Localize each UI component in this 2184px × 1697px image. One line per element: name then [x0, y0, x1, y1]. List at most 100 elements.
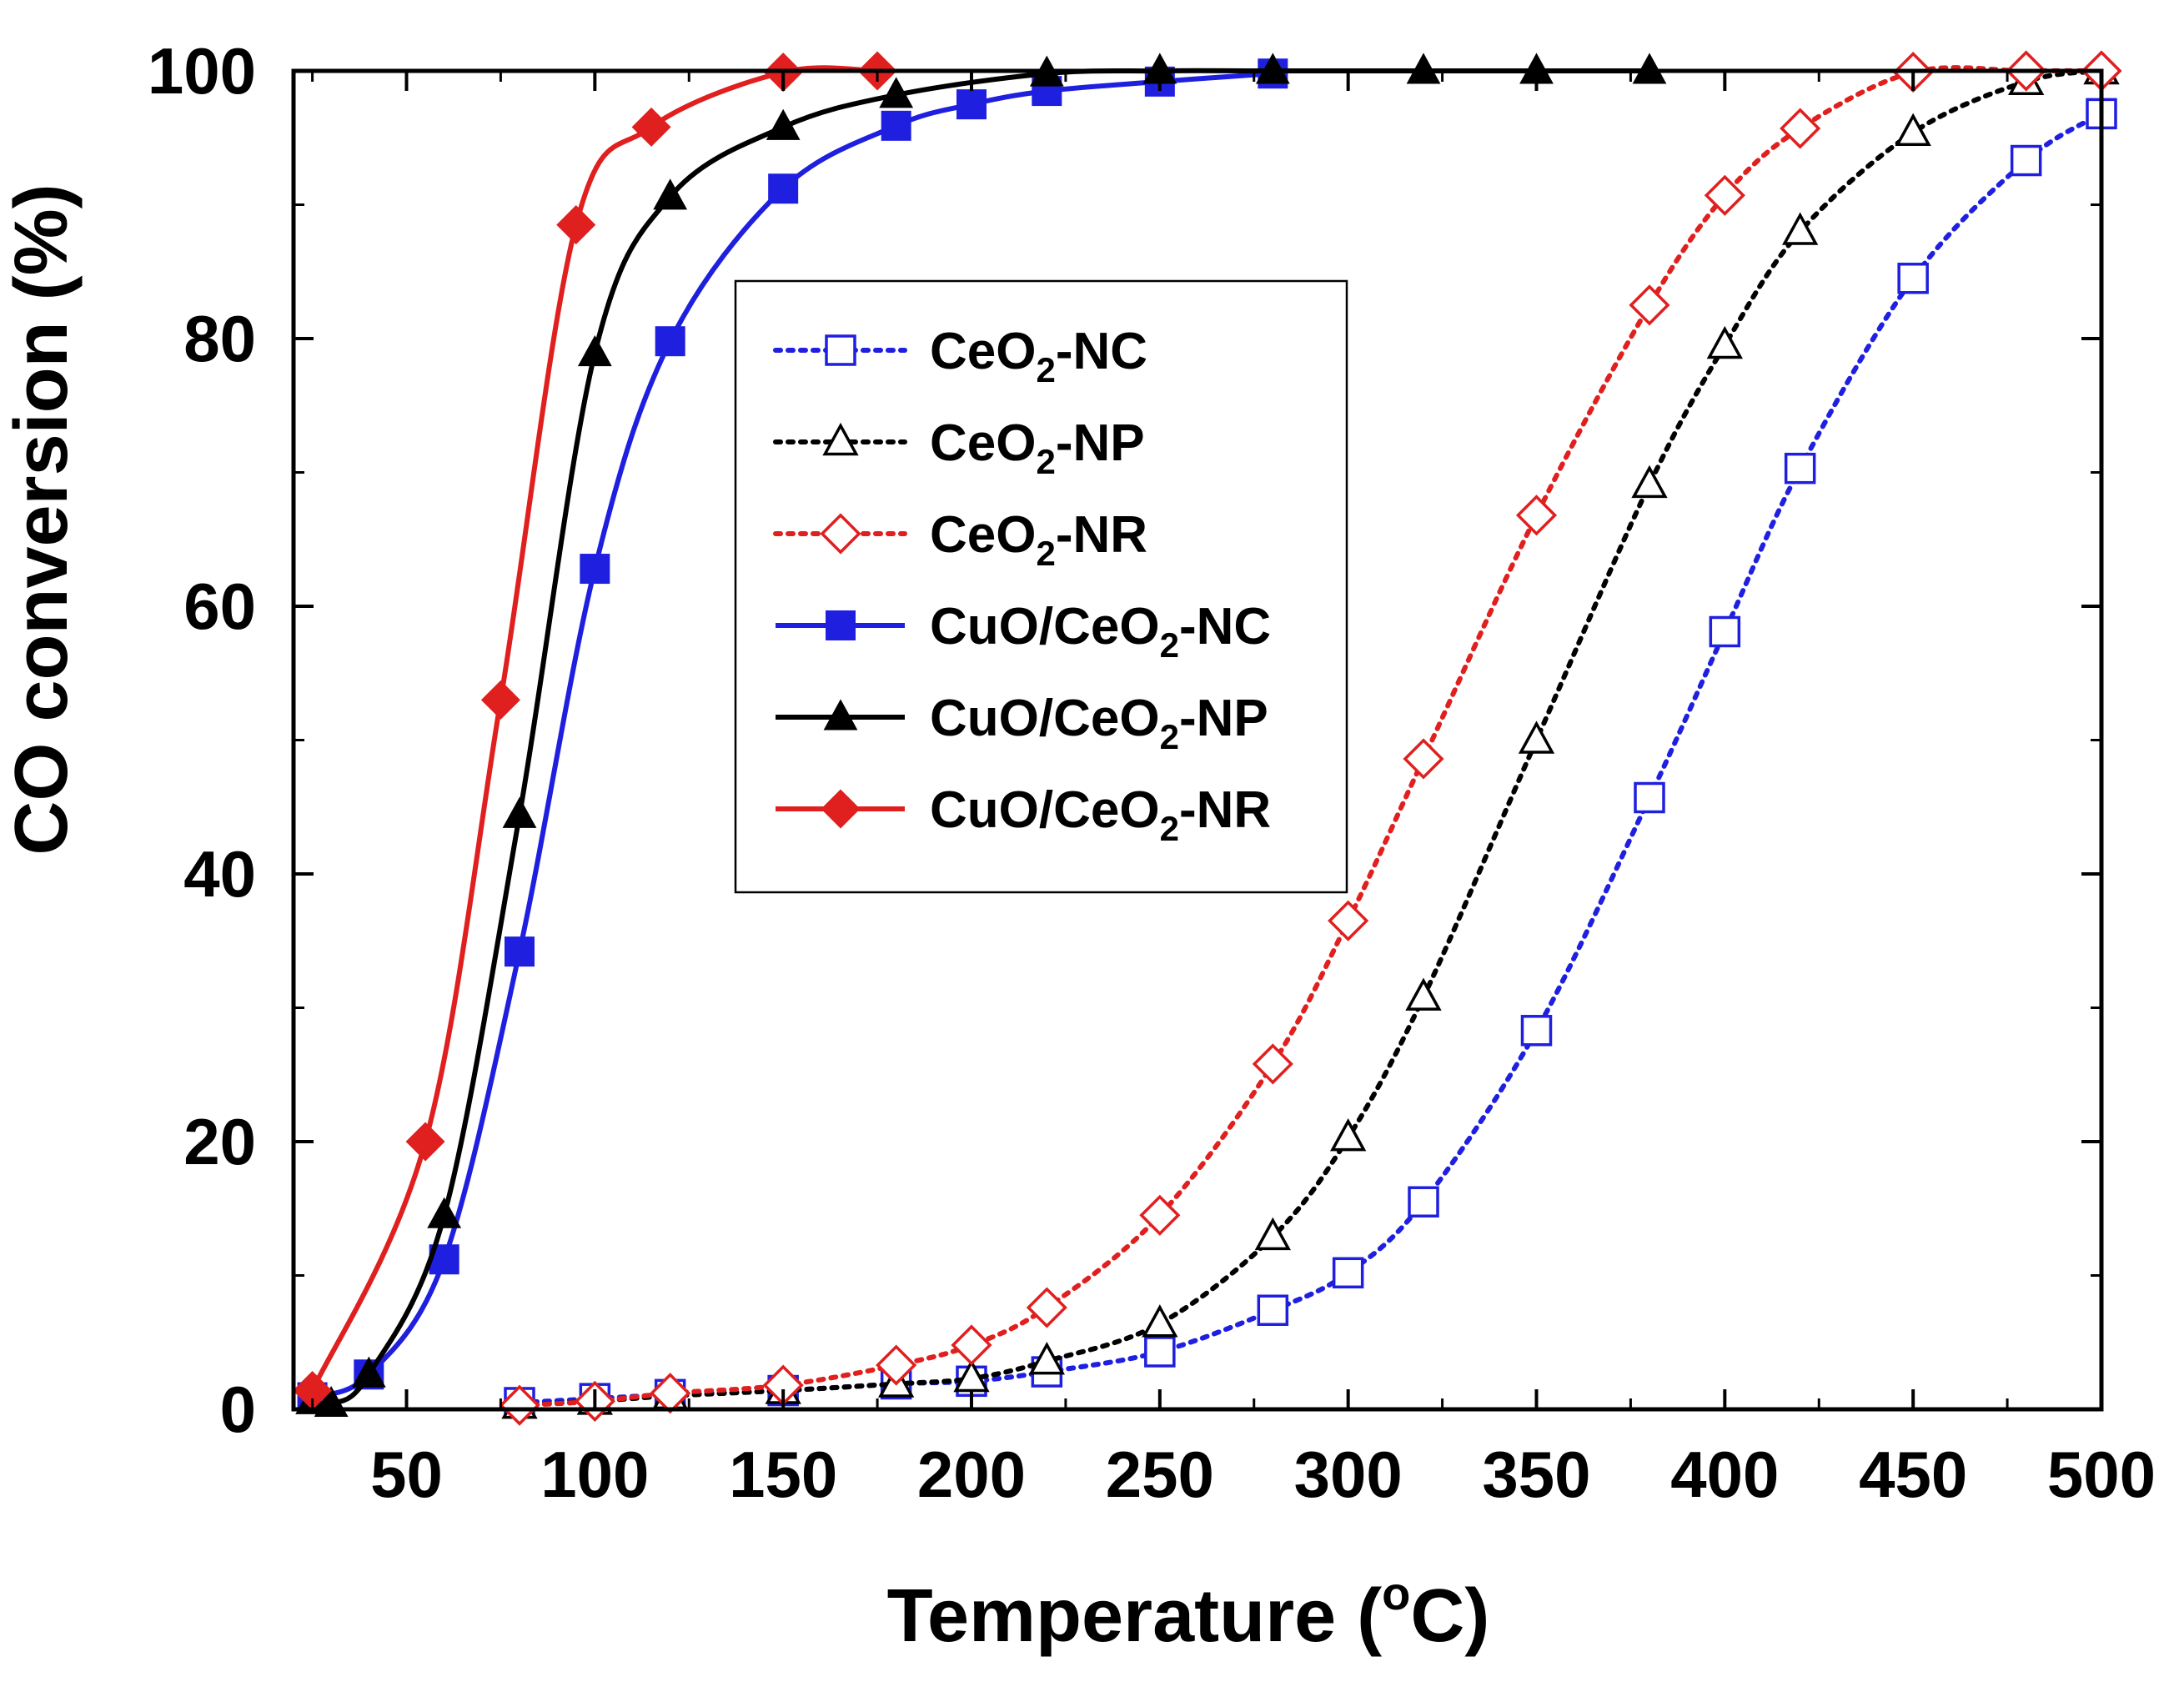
legend-label-cuo-ceo2-nr: CuO/CeO2-NR [930, 781, 1271, 848]
legend-box [734, 279, 1348, 894]
data-point-cuo-ceo2-nc [580, 554, 610, 585]
data-point-ceo2-nr [1403, 738, 1444, 780]
legend-marker-ceo2-nr [820, 513, 861, 555]
data-point-ceo2-nr [1328, 900, 1369, 941]
y-tick-label: 20 [183, 1105, 256, 1178]
data-point-ceo2-nc [2010, 144, 2042, 177]
data-point-cuo-ceo2-nc [881, 110, 911, 141]
y-tick-label: 80 [183, 302, 256, 375]
legend-item-cuo-ceo2-np: CuO/CeO2-NP [776, 690, 1268, 756]
data-point-ceo2-nr [876, 1344, 917, 1386]
data-point-cuo-ceo2-np [577, 335, 612, 367]
legend-marker-cuo-ceo2-nr [821, 789, 861, 829]
data-point-cuo-ceo2-np [879, 77, 914, 108]
legend-label-tail: -NR [1056, 506, 1147, 564]
legend-label-tail: -NR [1179, 781, 1271, 839]
data-point-ceo2-nc [1634, 781, 1665, 814]
legend-item-ceo2-nc: CeO2-NC [773, 323, 1147, 389]
legend-label-cuo-ceo2-np: CuO/CeO2-NP [930, 690, 1268, 756]
legend-label-main: CeO [930, 506, 1036, 564]
legend-label-subscript: 2 [1160, 809, 1179, 848]
x-axis-title-main: Temperature ( [887, 1574, 1383, 1658]
data-point-ceo2-nr [1780, 108, 1821, 149]
x-tick-label: 450 [1859, 1438, 1967, 1511]
legend-marker-ceo2-nc [825, 334, 856, 366]
data-point-ceo2-np [1631, 464, 1668, 499]
data-point-ceo2-np [1518, 720, 1555, 754]
data-point-ceo2-np [1254, 1217, 1291, 1251]
legend-marker-cuo-ceo2-np [823, 699, 858, 731]
data-point-cuo-ceo2-nr [405, 1122, 445, 1162]
data-point-ceo2-nr [1252, 1043, 1293, 1085]
data-point-ceo2-nr [1139, 1194, 1181, 1236]
data-point-ceo2-np [1330, 1118, 1367, 1152]
x-axis-title-degree: o [1382, 1567, 1410, 1619]
legend-label-subscript: 2 [1036, 534, 1055, 573]
x-tick-label: 350 [1482, 1438, 1590, 1511]
legend-label-subscript: 2 [1160, 717, 1179, 756]
legend-label-main: CuO/CeO [930, 598, 1160, 655]
data-point-cuo-ceo2-np [766, 108, 801, 140]
legend-item-cuo-ceo2-nr: CuO/CeO2-NR [776, 781, 1271, 848]
y-tick-label: 0 [220, 1373, 256, 1446]
data-point-ceo2-nc [1332, 1257, 1364, 1289]
legend-marker-cuo-ceo2-nc [826, 610, 856, 640]
data-point-cuo-ceo2-np [1406, 53, 1441, 84]
legend-label-subscript: 2 [1036, 350, 1055, 389]
legend-label-tail: -NC [1056, 323, 1147, 380]
x-tick-label: 150 [729, 1438, 837, 1511]
data-point-ceo2-nc [1520, 1015, 1553, 1047]
data-point-cuo-ceo2-np [1632, 53, 1667, 84]
data-point-ceo2-nc [1897, 263, 1929, 294]
legend-label-subscript: 2 [1036, 442, 1055, 481]
legend-marker-ceo2-np [822, 422, 859, 456]
data-point-cuo-ceo2-nr [631, 107, 671, 147]
legend: CeO2-NCCeO2-NPCeO2-NRCuO/CeO2-NCCuO/CeO2… [734, 279, 1348, 894]
x-tick-label: 200 [917, 1438, 1026, 1511]
data-point-ceo2-nr [1704, 174, 1745, 216]
data-point-ceo2-nc [1257, 1294, 1289, 1326]
data-point-cuo-ceo2-nc [505, 936, 535, 967]
legend-label-subscript: 2 [1160, 625, 1179, 665]
x-axis-title: Temperature (oC) [887, 1567, 1490, 1658]
y-tick-label: 60 [183, 570, 256, 643]
legend-item-ceo2-np: CeO2-NP [773, 414, 1145, 481]
data-point-ceo2-nc [1709, 615, 1741, 648]
axes: 50 100 150 200 250 300 350 400 450 500 0 20 40 60 80 10… [148, 34, 2156, 1511]
x-tick-label: 250 [1106, 1438, 1214, 1511]
y-tick-label: 40 [183, 837, 256, 911]
x-tick-label: 100 [540, 1438, 649, 1511]
data-point-ceo2-nr [1026, 1287, 1067, 1328]
data-point-cuo-ceo2-np [653, 178, 688, 210]
data-point-cuo-ceo2-nr [556, 205, 596, 245]
legend-label-tail: -NC [1179, 598, 1271, 655]
data-point-ceo2-nr [650, 1373, 691, 1414]
legend-label-main: CeO [930, 323, 1036, 380]
legend-label-ceo2-nr: CeO2-NR [930, 506, 1147, 573]
data-point-cuo-ceo2-np [351, 1356, 386, 1388]
data-point-cuo-ceo2-nr [480, 680, 520, 720]
data-point-ceo2-nr [1515, 495, 1558, 536]
data-point-ceo2-nc [1784, 452, 1816, 484]
legend-label-tail: -NP [1056, 414, 1145, 472]
data-point-cuo-ceo2-nc [655, 326, 685, 357]
data-point-ceo2-np [1028, 1342, 1065, 1375]
legend-label-ceo2-np: CeO2-NP [930, 414, 1145, 481]
data-point-ceo2-np [1142, 1304, 1178, 1338]
data-point-ceo2-nc [1408, 1186, 1439, 1218]
data-point-ceo2-nr [1629, 284, 1670, 326]
data-point-ceo2-nr [951, 1324, 992, 1366]
legend-label-main: CuO/CeO [930, 781, 1160, 839]
x-tick-label: 500 [2047, 1438, 2156, 1511]
series-cuo-ceo2-nr [293, 51, 897, 1411]
legend-label-main: CeO [930, 414, 1036, 472]
data-point-ceo2-np [1782, 212, 1819, 245]
legend-label-tail: -NP [1179, 690, 1268, 747]
y-tick-label: 100 [148, 34, 256, 108]
legend-label-ceo2-nc: CeO2-NC [930, 323, 1147, 389]
data-point-cuo-ceo2-np [502, 796, 537, 828]
data-point-ceo2-np [1706, 325, 1743, 359]
data-point-ceo2-np [1895, 113, 1931, 147]
data-point-ceo2-np [1405, 977, 1442, 1011]
